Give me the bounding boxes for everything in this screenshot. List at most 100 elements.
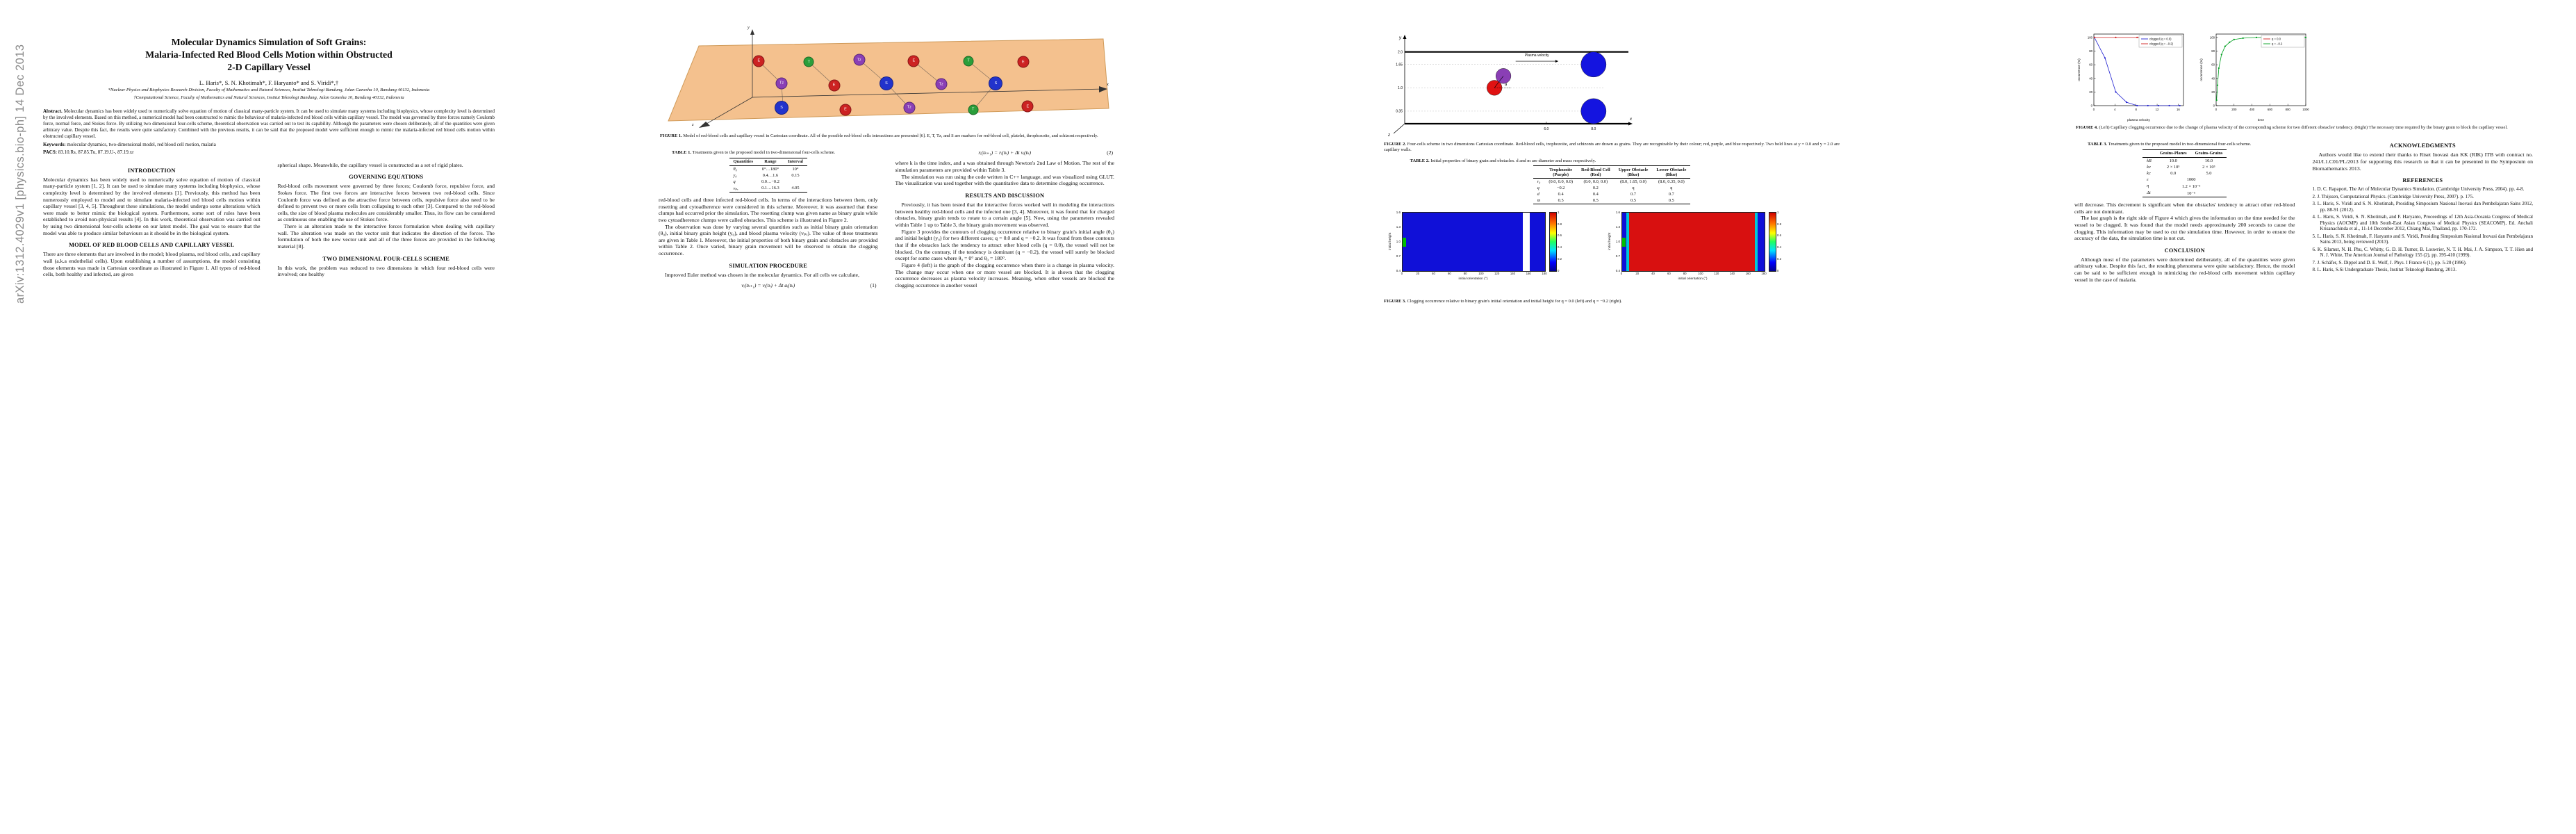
svg-text:100: 100 xyxy=(2088,35,2093,39)
table-row: η 1.2 × 10⁻³ xyxy=(2147,183,2201,189)
svg-text:40: 40 xyxy=(2211,76,2215,80)
table-row: d 0.4 0.4 0.7 0.7 xyxy=(1537,192,1674,197)
keywords-text: molecular dynamics, two-dimensional mode… xyxy=(67,141,216,147)
figure4-image: 0 4 8 12 16 0 20 40 60 80 100 clogged (q = 0.0) clog… xyxy=(2076,29,2533,122)
svg-text:1000: 1000 xyxy=(2302,108,2309,111)
svg-text:Plasma velocity: Plasma velocity xyxy=(1525,54,1549,58)
heatmap-surface xyxy=(1402,212,1546,272)
arxiv-watermark: arXiv:1312.4029v1 [physics.bio-ph] 14 De… xyxy=(14,44,26,304)
table-row: r₀ (0.0, 0.0, 0.0) (0.0, 0.0, 0.0) (8.0, 1.… xyxy=(1537,179,1685,185)
table-3: Grains-Planes Grains-Grains kR 10.0 10.0 kv 2 … xyxy=(2074,149,2295,197)
simulation-procedure-heading: SIMULATION PROCEDURE xyxy=(729,262,807,269)
table1-caption: TABLE 1. Treatments given to the propose… xyxy=(672,150,865,156)
page-3: 2.0 1.65 1.0 0.35 6.0 8.0 θ Plasma velocity y x z … xyxy=(1382,32,1841,305)
abstract-text: Molecular dynamics has been widely used … xyxy=(43,108,495,140)
reference-item: 7. J. Schäfer, S. Dippel and D. E. Wolf,… xyxy=(2312,259,2467,265)
data-table: Quantities Range Interval θ₀ 0°…180° 10° y₀ 0.4… xyxy=(729,157,807,193)
table-row: ε 1000 xyxy=(2147,177,2196,182)
authors-line: L. Haris*, S. N. Khotimah*, F. Haryanto*… xyxy=(199,79,339,86)
figure3-caption: FIGURE 3. Clogging occurrence relative t… xyxy=(1384,299,1840,304)
title-line-2: Malaria-Infected Red Blood Cells Motion … xyxy=(145,49,393,60)
fig1-y-axis-label: y xyxy=(748,25,750,30)
cell-grain: Tz xyxy=(903,101,916,114)
svg-text:0.35: 0.35 xyxy=(1396,110,1403,114)
cell-grain: E xyxy=(752,55,765,67)
table-1: Quantities Range Interval θ₀ 0°…180° 10° y₀ 0.4… xyxy=(659,157,878,193)
simulation-procedure-paragraph: Improved Euler method was chosen in the … xyxy=(665,271,859,278)
equation-1-number: (1) xyxy=(870,282,877,289)
table3-caption-label: TABLE 3. xyxy=(2088,142,2108,147)
figure4-caption-label: FIGURE 4. xyxy=(2076,125,2098,130)
model-paragraph-cont: spherical shape. Meanwhile, the capillar… xyxy=(277,161,463,168)
table-row: q −0.2 0.2 q q xyxy=(1537,186,1673,191)
keywords-label: Keywords: xyxy=(43,141,66,147)
svg-text:60: 60 xyxy=(2211,63,2215,67)
results-heading: RESULTS AND DISCUSSION xyxy=(965,193,1045,199)
cell-grain: T xyxy=(963,56,974,67)
svg-text:y: y xyxy=(1398,36,1402,40)
figure1-caption: FIGURE 1. Model of red-blood cells and c… xyxy=(660,133,1113,139)
acknowledgments-heading: ACKNOWLEDGMENTS xyxy=(2389,142,2456,149)
table-row: vₚₓ 0.1…16.3 4.05 xyxy=(733,186,800,191)
results-paragraph-1: Previously, it has been tested that the … xyxy=(895,202,1115,229)
title-line-3: 2-D Capillary Vessel xyxy=(227,62,311,73)
heatmap: initial height 1.6 1.3 1.0 0.7 0.4 0 20 40 60 80 10… xyxy=(1608,210,1781,281)
figure2-image: 2.0 1.65 1.0 0.35 6.0 8.0 θ Plasma velocity y x z xyxy=(1384,32,1635,139)
cell-grain: Tz xyxy=(935,78,948,90)
table1-caption-label: TABLE 1. xyxy=(671,150,691,156)
svg-text:time: time xyxy=(2258,118,2264,122)
discussion-cont-paragraph: will decrease. This decrement is signifi… xyxy=(2074,201,2295,215)
cell-grain: S xyxy=(775,100,789,115)
cell-grain: E xyxy=(828,79,841,92)
reference-item: 5. L. Haris, S. N. Khotimah, F. Haryanto… xyxy=(2312,233,2534,245)
figure2-plot: 2.0 1.65 1.0 0.35 6.0 8.0 θ Plasma velocity y x z xyxy=(1387,35,1633,138)
table3-caption-text: Treatments given to the proposed model i… xyxy=(2108,142,2252,147)
cell-grain: S xyxy=(880,76,893,90)
page2-column-1: TABLE 1. Treatments given to the propose… xyxy=(659,145,878,293)
svg-text:20: 20 xyxy=(2211,90,2215,94)
svg-text:2.0: 2.0 xyxy=(1398,50,1403,54)
table-row: kR 10.0 10.0 xyxy=(2147,158,2213,163)
svg-text:q = 0.0: q = 0.0 xyxy=(2272,38,2281,41)
abstract-label: Abstract. xyxy=(43,108,63,114)
svg-text:8: 8 xyxy=(2136,108,2138,111)
equation-1-body: vᵢ(tₖ₊₁) = vᵢ(tₖ) + Δt aᵢ(tₖ) xyxy=(741,282,795,289)
svg-text:0: 0 xyxy=(2213,104,2215,108)
figure4-caption-text: (Left) Capillary clogging occurrence due… xyxy=(2099,125,2508,130)
figure1-grains: E Tz T E Tz S E Tz T S E S E Tz T E xyxy=(659,25,1114,131)
keywords-line: Keywords: molecular dynamics, two-dimens… xyxy=(43,142,495,148)
svg-text:clogged (q = −0.2): clogged (q = −0.2) xyxy=(2149,42,2174,46)
cell-grain: E xyxy=(907,55,920,67)
pacs-label: PACS: xyxy=(43,149,58,155)
page2-column-2: rᵢ(tₖ₊₁) = rᵢ(tₖ) + Δt vᵢ(tₖ) (2) where k… xyxy=(895,145,1115,288)
svg-text:16: 16 xyxy=(2177,108,2180,111)
table1-caption-text: Treatments given to the proposed model i… xyxy=(692,150,836,156)
svg-text:occurrence (%): occurrence (%) xyxy=(2199,58,2204,81)
colorbar xyxy=(1549,212,1557,272)
equation-2-number: (2) xyxy=(1107,149,1113,156)
table2-caption: TABLE 2. Initial properties of binary gr… xyxy=(1410,158,1814,164)
table-row: q 0.0…−0.2 xyxy=(733,179,779,184)
table-row: kv 2 × 10⁵ 2 × 10⁵ xyxy=(2147,164,2215,170)
references-list: 1. D. C. Rapaport, The Art of Molecular … xyxy=(2313,186,2534,272)
page-4: 0 4 8 12 16 0 20 40 60 80 100 clogged (q = 0.0) clog… xyxy=(2074,29,2533,283)
figure2-caption-text: Four-cells scheme in two dimensions Cart… xyxy=(1384,142,1840,153)
figure3-caption-label: FIGURE 3. xyxy=(1384,299,1406,304)
page-1: Molecular Dynamics Simulation of Soft Gr… xyxy=(43,36,495,278)
svg-text:x: x xyxy=(1629,117,1633,122)
scheme-paragraph: In this work, the problem was reduced to… xyxy=(277,264,495,278)
scheme-paragraph-2: The observation was done by varying seve… xyxy=(659,223,878,257)
svg-text:6.0: 6.0 xyxy=(1544,127,1549,131)
affiliation-2: †Computational Science, Faculty of Mathe… xyxy=(133,95,404,101)
svg-text:plasma velocity: plasma velocity xyxy=(2127,118,2150,122)
figure2-caption-label: FIGURE 2. xyxy=(1384,142,1406,147)
table-row: θ₀ 0°…180° 10° xyxy=(733,166,799,172)
svg-text:0: 0 xyxy=(2091,104,2093,108)
table-2: Trophozoite (Purple) Red-Blood Cell (Red)… xyxy=(1382,165,1841,205)
equation-1: vᵢ(tₖ₊₁) = vᵢ(tₖ) + Δt aᵢ(tₖ) (1) xyxy=(659,282,878,288)
reference-item: 4. L. Haris, S. Viridi, S. N. Khotimah, … xyxy=(2312,213,2534,232)
svg-text:occurrence (%): occurrence (%) xyxy=(2077,58,2081,81)
cell-grain: Tz xyxy=(853,54,866,66)
